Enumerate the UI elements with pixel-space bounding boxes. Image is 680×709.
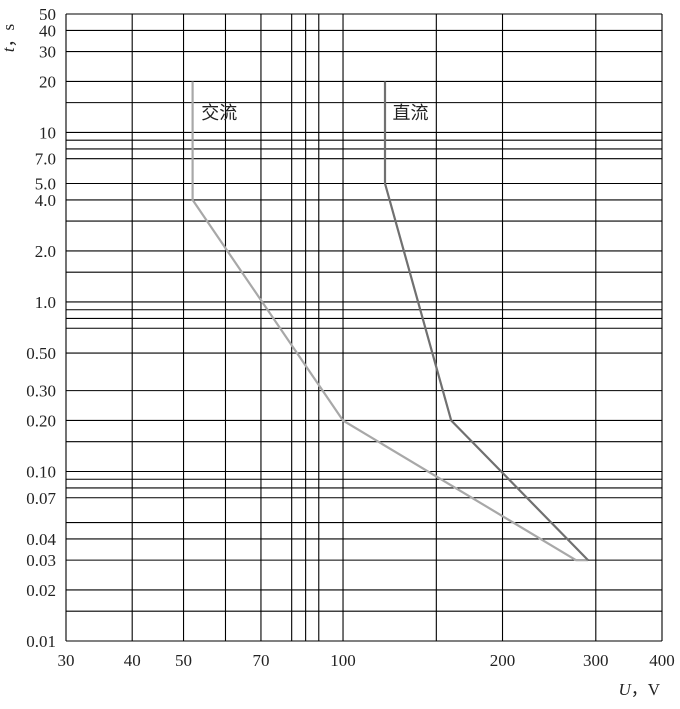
x-axis-title: U，V <box>618 680 660 699</box>
y-tick-label: 10 <box>39 123 56 142</box>
series-line-dc <box>383 81 589 561</box>
x-tick-label: 40 <box>124 651 141 670</box>
series-labels: 交流 直流 <box>201 103 428 124</box>
x-tick-label: 70 <box>252 651 269 670</box>
series-label-dc: 直流 <box>393 103 429 124</box>
y-tick-label: 4.0 <box>35 191 56 210</box>
y-tick-label: 0.02 <box>26 581 56 600</box>
y-tick-label: 5.0 <box>35 175 56 194</box>
x-tick-labels: 30 40 50 70 100 200 300 400 <box>58 651 675 670</box>
y-tick-label: 7.0 <box>35 150 56 169</box>
x-tick-label: 400 <box>649 651 675 670</box>
x-tick-label: 30 <box>58 651 75 670</box>
y-tick-label: 2.0 <box>35 242 56 261</box>
y-axis-title: t，s <box>0 24 18 52</box>
curves <box>191 81 589 562</box>
x-tick-label: 300 <box>583 651 609 670</box>
x-tick-label: 100 <box>330 651 356 670</box>
y-tick-label: 0.10 <box>26 462 56 481</box>
y-tick-label: 20 <box>39 72 56 91</box>
y-tick-label: 0.01 <box>26 632 56 651</box>
y-tick-label: 0.30 <box>26 382 56 401</box>
x-tick-label: 50 <box>175 651 192 670</box>
y-tick-label: 50 <box>39 5 56 24</box>
series-label-ac: 交流 <box>201 103 237 124</box>
y-tick-label: 30 <box>39 43 56 62</box>
x-tick-label: 200 <box>490 651 516 670</box>
grid <box>65 13 663 642</box>
y-tick-label: 40 <box>39 21 56 40</box>
y-tick-label: 0.07 <box>26 489 56 508</box>
y-tick-label: 0.03 <box>26 551 56 570</box>
y-tick-label: 0.04 <box>26 530 56 549</box>
series-line-ac <box>191 81 588 562</box>
y-tick-label: 0.20 <box>26 411 56 430</box>
y-tick-label: 0.50 <box>26 344 56 363</box>
y-tick-label: 1.0 <box>35 293 56 312</box>
